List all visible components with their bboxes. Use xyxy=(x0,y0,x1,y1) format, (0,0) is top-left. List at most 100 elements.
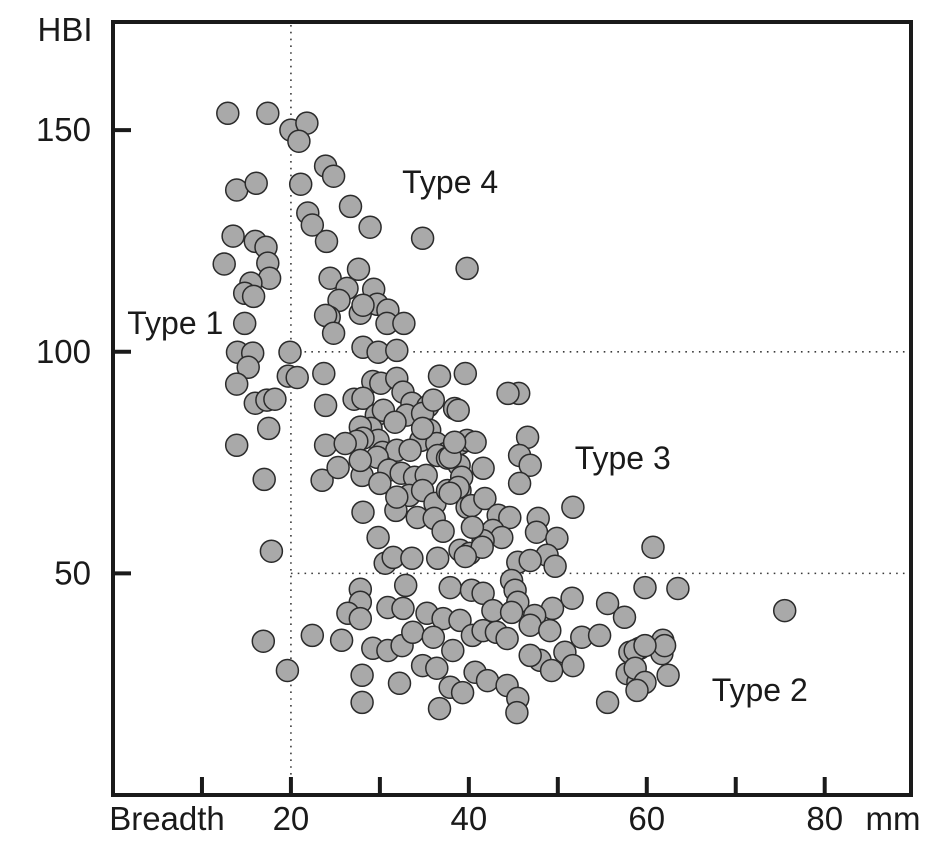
data-point xyxy=(236,355,260,380)
data-point xyxy=(252,467,276,492)
data-point xyxy=(318,266,342,290)
data-point xyxy=(507,471,532,496)
data-point xyxy=(518,453,542,477)
data-point xyxy=(251,629,276,653)
data-point xyxy=(460,515,485,540)
data-point xyxy=(518,643,542,668)
data-point xyxy=(543,554,567,579)
data-point xyxy=(595,690,620,715)
region-label: Type 4 xyxy=(402,164,498,200)
data-point xyxy=(561,495,585,520)
data-point xyxy=(256,101,280,126)
data-point xyxy=(383,410,407,434)
y-tick-labels: 50 100 150 xyxy=(36,111,91,591)
data-point xyxy=(471,456,495,481)
data-point xyxy=(625,678,649,703)
data-point xyxy=(441,638,465,663)
axis-frame xyxy=(111,20,913,797)
data-point xyxy=(221,224,245,248)
data-point xyxy=(450,680,475,705)
data-point xyxy=(275,658,300,683)
data-point xyxy=(300,213,325,237)
data-point xyxy=(263,387,287,411)
data-point xyxy=(285,365,309,390)
data-point xyxy=(560,586,584,610)
data-point xyxy=(348,606,373,631)
data-point xyxy=(385,485,409,509)
data-point xyxy=(351,293,375,317)
data-point xyxy=(524,520,549,544)
data-point xyxy=(438,575,462,600)
data-point xyxy=(232,311,257,336)
data-point xyxy=(425,656,449,680)
data-point xyxy=(666,576,690,601)
data-point xyxy=(518,613,542,637)
data-point xyxy=(351,500,375,524)
data-point xyxy=(505,700,529,725)
data-point xyxy=(438,481,462,505)
x-tick-label: 60 xyxy=(628,800,665,837)
data-point xyxy=(333,431,357,456)
data-point xyxy=(312,361,336,386)
data-point xyxy=(455,256,479,281)
region-label: Type 2 xyxy=(712,672,808,708)
data-point xyxy=(393,573,418,598)
data-point xyxy=(442,430,467,454)
data-point xyxy=(256,416,281,441)
data-point xyxy=(446,398,470,423)
y-tick-label: 50 xyxy=(54,554,91,591)
data-point xyxy=(358,215,382,239)
data-point xyxy=(288,172,313,196)
data-point xyxy=(391,596,415,621)
data-point xyxy=(212,252,236,276)
data-point xyxy=(368,471,392,496)
data-point xyxy=(518,548,542,573)
data-point xyxy=(366,525,390,550)
data-point xyxy=(321,321,346,345)
data-point xyxy=(496,381,520,406)
data-point xyxy=(453,544,478,569)
data-point xyxy=(259,539,284,563)
data-point xyxy=(587,623,612,648)
data-point xyxy=(410,226,435,251)
data-point xyxy=(385,338,409,363)
data-point xyxy=(463,430,487,454)
data-point xyxy=(427,364,452,388)
x-tick-label: 20 xyxy=(273,800,310,837)
y-axis-title: HBI xyxy=(37,11,92,48)
data-point xyxy=(224,372,249,396)
data-point xyxy=(539,658,564,683)
x-axis-unit: mm xyxy=(866,800,921,837)
data-point xyxy=(287,129,311,153)
data-point xyxy=(278,340,302,364)
data-point xyxy=(410,416,435,441)
data-point xyxy=(473,486,497,511)
data-point xyxy=(224,433,249,458)
data-point xyxy=(401,620,425,645)
y-tick-label: 100 xyxy=(36,333,91,370)
data-point xyxy=(431,519,455,544)
data-point xyxy=(425,546,450,571)
data-point xyxy=(499,600,524,625)
data-point xyxy=(633,575,657,600)
data-point xyxy=(453,361,478,386)
data-point xyxy=(495,626,519,651)
x-tick-label: 40 xyxy=(450,800,487,837)
data-point xyxy=(313,393,338,418)
data-point xyxy=(241,284,266,309)
data-point xyxy=(350,690,374,715)
data-point xyxy=(314,229,339,254)
region-label: Type 1 xyxy=(127,305,223,341)
data-point xyxy=(421,625,446,649)
data-point xyxy=(329,628,354,653)
data-point xyxy=(652,633,677,658)
data-point xyxy=(633,633,657,658)
data-point xyxy=(392,311,416,336)
data-point xyxy=(310,468,334,493)
data-point xyxy=(538,618,562,643)
data-point xyxy=(348,448,373,473)
data-point xyxy=(427,696,452,721)
region-label: Type 3 xyxy=(575,440,671,476)
